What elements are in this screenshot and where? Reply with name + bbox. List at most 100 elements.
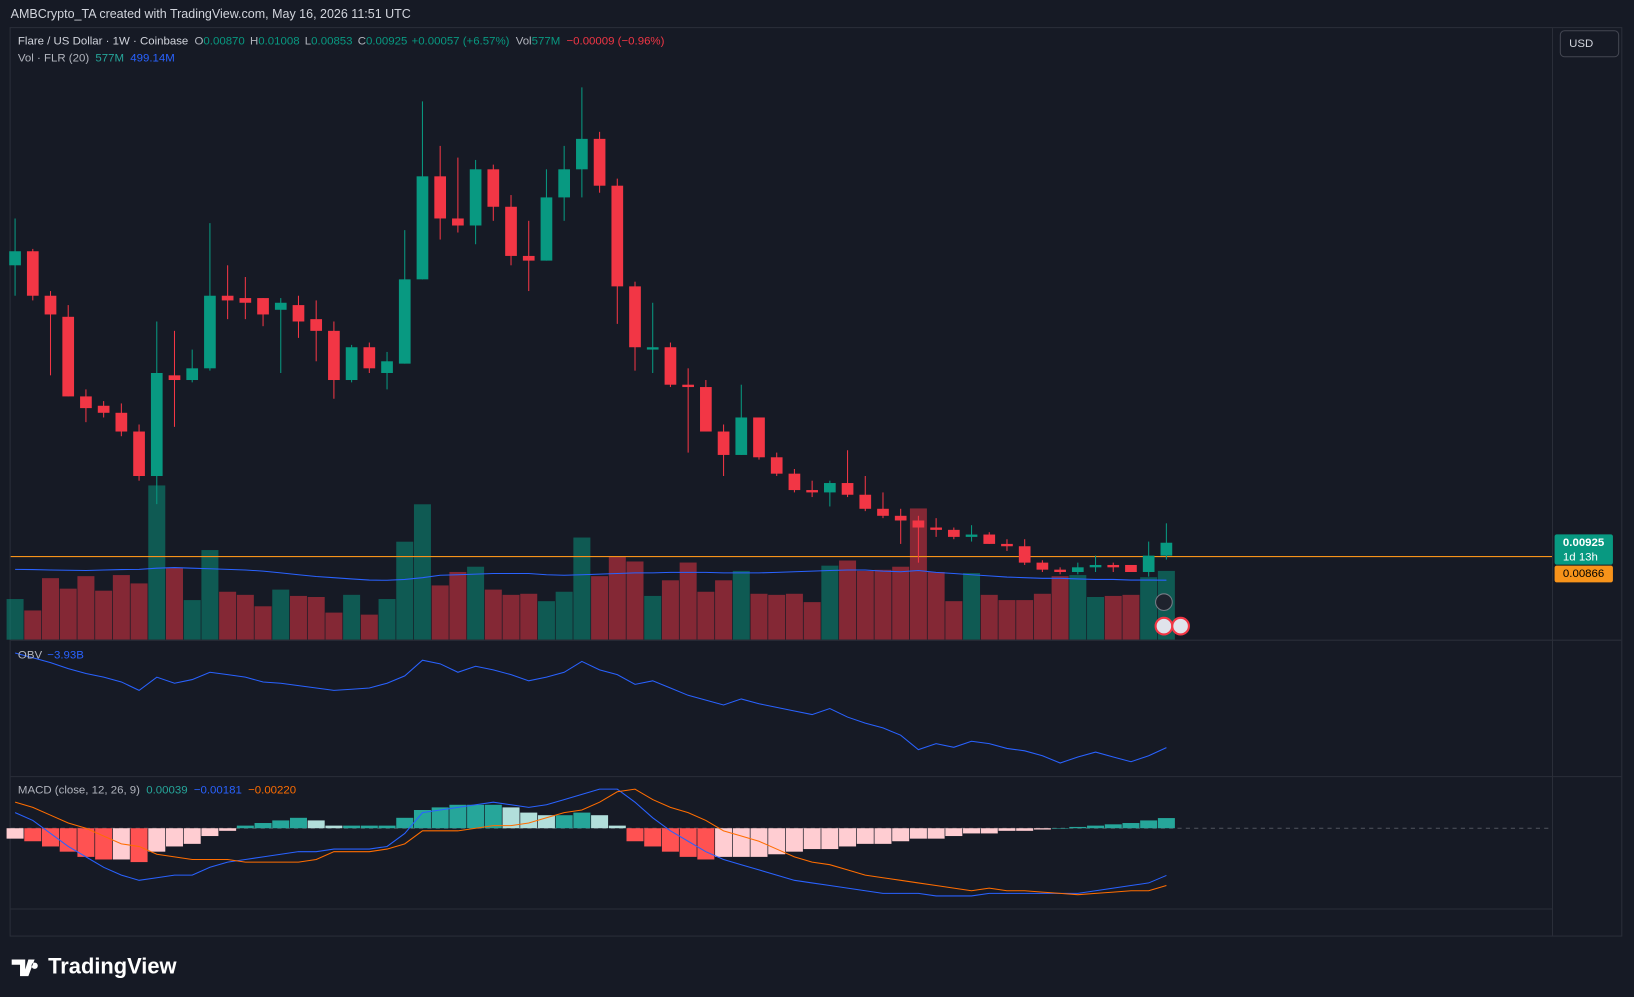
volume-bar <box>449 571 467 640</box>
histogram-bar <box>201 828 219 837</box>
currency-button[interactable] <box>1559 30 1620 58</box>
histogram-bar <box>1069 826 1087 829</box>
title: OBV <box>18 649 43 661</box>
volume-bar <box>1051 576 1069 640</box>
volume-bar <box>644 595 662 640</box>
label: C <box>358 36 366 48</box>
volume-bar <box>24 610 42 640</box>
candle-body <box>1142 555 1155 573</box>
volume-bar <box>183 600 201 640</box>
candle-body <box>735 417 748 455</box>
volume-bar <box>697 591 715 640</box>
value: 577M <box>532 36 561 48</box>
candle-body <box>257 298 269 315</box>
volume-bar <box>396 541 414 640</box>
histogram-bar <box>785 828 803 852</box>
histogram-bar <box>1104 824 1122 829</box>
candle-body <box>947 529 960 537</box>
icon[interactable] <box>1171 616 1190 636</box>
candle-body <box>97 405 110 413</box>
candle-body <box>646 347 659 350</box>
icon[interactable] <box>1155 593 1173 612</box>
histogram-bar <box>661 828 679 852</box>
histogram-bar <box>1122 823 1140 829</box>
volume-legend: Vol · FLR (20) 577M 499.14M <box>18 52 175 64</box>
volume-bar <box>378 599 396 640</box>
volume-bar <box>236 594 254 640</box>
histogram-bar <box>183 828 201 844</box>
price-line-label: 0.00866 <box>1563 568 1604 580</box>
label: Vol <box>516 36 532 48</box>
candle-body <box>823 483 836 493</box>
candle-body <box>806 490 818 493</box>
volume-bar <box>413 504 431 640</box>
volume-bar <box>343 594 361 640</box>
candle-body <box>168 375 181 381</box>
label: H <box>250 36 258 48</box>
volume-bar <box>502 594 520 640</box>
candle-body <box>717 431 730 455</box>
volume-bar <box>6 599 24 640</box>
volume-bar <box>927 571 945 640</box>
volume-bar <box>77 576 95 640</box>
histogram-bar <box>980 828 998 834</box>
volume-bar <box>1104 595 1122 640</box>
candle-body <box>753 417 765 458</box>
histogram-bar <box>484 804 502 829</box>
histogram-bar <box>909 828 927 839</box>
value: −0.00181 <box>194 785 242 797</box>
candle-body <box>1107 564 1120 568</box>
volume-bar <box>537 601 555 640</box>
histogram-bar <box>236 825 254 829</box>
volume-bar <box>821 565 839 640</box>
label: L <box>305 36 311 48</box>
histogram-bar <box>130 828 148 863</box>
candle-body <box>770 457 783 474</box>
volume-bar <box>591 576 609 640</box>
candle-body <box>328 330 340 381</box>
icon[interactable] <box>1154 616 1174 636</box>
candle-body <box>593 138 606 186</box>
volume-bar <box>219 591 237 640</box>
volume-bar <box>1140 577 1158 640</box>
marks <box>6 87 1553 897</box>
histogram-bar <box>165 828 183 847</box>
volume-bar <box>785 593 803 640</box>
candle-body <box>1071 567 1084 573</box>
candle-body <box>80 396 92 409</box>
volume-bar <box>289 595 307 640</box>
volume-bar <box>750 593 768 640</box>
currency-label[interactable]: USD <box>1569 38 1593 50</box>
volume-bar <box>874 569 892 640</box>
volume-bar <box>130 583 148 640</box>
histogram-bar <box>1033 828 1051 830</box>
volume-bar <box>254 606 272 640</box>
histogram-bar <box>307 820 325 829</box>
value: 577M <box>95 52 124 64</box>
volume-bar <box>732 570 750 640</box>
volume-bar <box>661 580 679 640</box>
value: 0.01008 <box>258 36 299 48</box>
brand-logo: TradingView <box>11 954 178 979</box>
value: 0.00870 <box>203 36 244 48</box>
histogram-bar <box>945 828 963 837</box>
histogram-bar <box>697 828 715 860</box>
chart-frame <box>9 27 1623 937</box>
brand-name: TradingView <box>48 954 177 979</box>
histogram-bar <box>289 817 307 829</box>
candle-body <box>133 431 145 477</box>
volume-bar <box>431 585 449 640</box>
histogram-bar <box>856 828 874 844</box>
candle-body <box>204 295 216 369</box>
axes: 0.00925 1d 13h 0.00866 <box>1554 534 1613 583</box>
volume-bar <box>1069 575 1087 640</box>
histogram-bar <box>378 825 396 829</box>
volume-bar <box>112 575 130 640</box>
candle-body <box>1089 564 1102 568</box>
volume-bar <box>272 589 290 640</box>
volume-bar <box>325 612 343 640</box>
histogram-bar <box>95 828 113 860</box>
change: −0.00009 (−0.96%) <box>566 36 664 48</box>
